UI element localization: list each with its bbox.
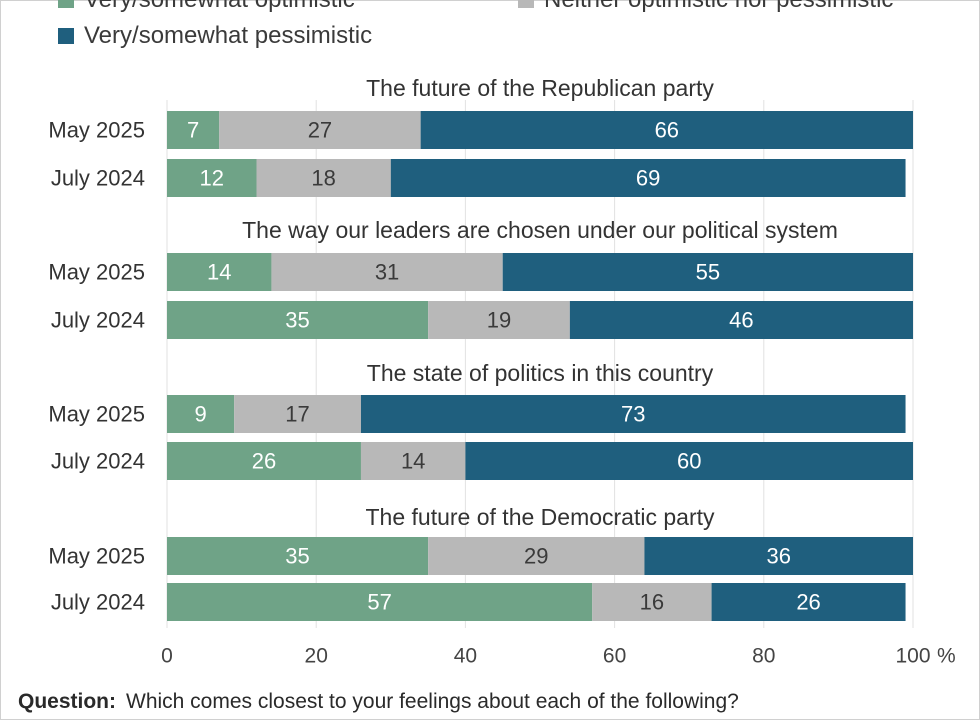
bar-segment xyxy=(271,253,503,291)
legend-label-optimistic: Very/somewhat optimistic xyxy=(84,0,355,14)
legend-item-neither: Neither optimistic nor pessimistic xyxy=(518,0,893,14)
bar-segment xyxy=(420,111,913,149)
footnote: Question: Which comes closest to your fee… xyxy=(18,690,739,714)
bar-segment xyxy=(360,395,906,433)
data-label: 46 xyxy=(729,308,753,333)
bar-segment xyxy=(465,442,913,480)
group-title: The way our leaders are chosen under our… xyxy=(242,217,838,243)
row-label: July 2024 xyxy=(51,308,145,333)
x-axis-unit: % xyxy=(937,645,956,668)
data-label: 73 xyxy=(621,402,645,427)
data-label: 16 xyxy=(640,590,664,615)
data-label: 31 xyxy=(375,260,399,285)
data-label: 55 xyxy=(696,260,720,285)
legend-swatch-pessimistic xyxy=(58,28,74,44)
data-label: 57 xyxy=(367,590,391,615)
x-tick-label: 20 xyxy=(305,645,328,668)
bar-segment xyxy=(428,537,645,575)
bar-segment xyxy=(167,301,429,339)
bar-segment xyxy=(167,159,257,197)
row-label: May 2025 xyxy=(48,260,145,285)
group-title: The future of the Republican party xyxy=(366,75,714,101)
legend-label-pessimistic: Very/somewhat pessimistic xyxy=(84,22,373,49)
bar-segment xyxy=(167,442,361,480)
group-title: The future of the Democratic party xyxy=(366,504,715,530)
data-label: 29 xyxy=(524,544,548,569)
bar-segment xyxy=(569,301,913,339)
data-label: 35 xyxy=(285,308,309,333)
legend-item-optimistic: Very/somewhat optimistic xyxy=(58,0,355,14)
row-label: May 2025 xyxy=(48,402,145,427)
legend-label-neither: Neither optimistic nor pessimistic xyxy=(544,0,893,14)
bar-segment xyxy=(167,253,272,291)
row-label: July 2024 xyxy=(51,449,145,474)
bar-segment xyxy=(502,253,913,291)
data-label: 17 xyxy=(285,402,309,427)
bar-segment xyxy=(360,442,466,480)
data-label: 14 xyxy=(401,449,425,474)
x-tick-label: 80 xyxy=(752,645,775,668)
row-label: May 2025 xyxy=(48,118,145,143)
data-label: 69 xyxy=(636,166,660,191)
group-title: The state of politics in this country xyxy=(367,360,714,386)
data-label: 26 xyxy=(796,590,820,615)
row-label: May 2025 xyxy=(48,544,145,569)
x-tick-label: 40 xyxy=(454,645,477,668)
footnote-label: Question: xyxy=(18,690,116,713)
data-label: 60 xyxy=(677,449,701,474)
footnote-text: Which comes closest to your feelings abo… xyxy=(126,690,739,713)
data-label: 12 xyxy=(200,166,224,191)
bar-segment xyxy=(234,395,361,433)
legend: Very/somewhat optimistic Neither optimis… xyxy=(0,0,980,60)
stacked-bar-chart: The future of the Republican party May 20… xyxy=(48,75,956,668)
legend-swatch-optimistic xyxy=(58,0,74,8)
bar-segment xyxy=(167,537,429,575)
bar-segment xyxy=(167,111,220,149)
bar-segment xyxy=(256,159,391,197)
data-label: 19 xyxy=(487,308,511,333)
legend-swatch-neither xyxy=(518,0,534,8)
bar-segment xyxy=(644,537,913,575)
legend-item-pessimistic: Very/somewhat pessimistic xyxy=(58,22,372,50)
bar-segment xyxy=(592,583,712,621)
row-label: July 2024 xyxy=(51,590,145,615)
bar-segment xyxy=(167,583,593,621)
data-label: 35 xyxy=(285,544,309,569)
data-label: 27 xyxy=(308,118,332,143)
x-tick-label: 100 xyxy=(895,645,930,668)
bar-segment xyxy=(167,395,235,433)
data-label: 36 xyxy=(766,544,790,569)
data-label: 7 xyxy=(187,118,199,143)
bar-segment xyxy=(390,159,906,197)
data-label: 9 xyxy=(194,402,206,427)
x-tick-label: 60 xyxy=(603,645,626,668)
data-label: 66 xyxy=(655,118,679,143)
data-label: 14 xyxy=(207,260,231,285)
x-tick-label: 0 xyxy=(161,645,173,668)
bar-segment xyxy=(428,301,570,339)
data-label: 26 xyxy=(252,449,276,474)
data-label: 18 xyxy=(311,166,335,191)
bar-segment xyxy=(711,583,906,621)
row-label: July 2024 xyxy=(51,166,145,191)
bar-segment xyxy=(219,111,421,149)
